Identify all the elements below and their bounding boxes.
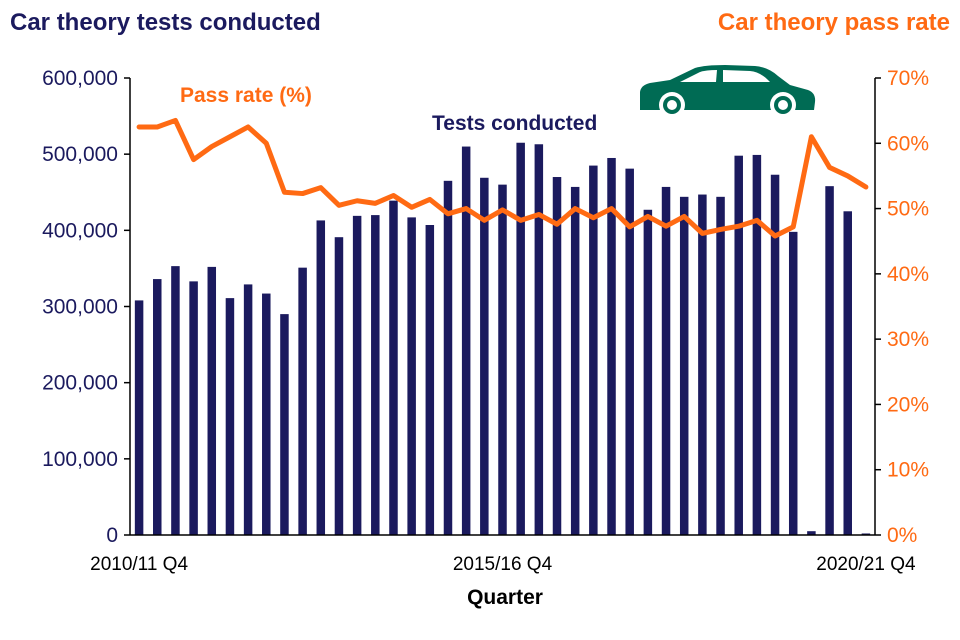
bar-0: [134, 300, 144, 535]
x-tick-label: 2010/11 Q4: [90, 554, 188, 575]
left-tick-label: 0: [106, 524, 118, 547]
bar-34: [752, 154, 762, 535]
bar-19: [480, 177, 489, 535]
bar-13: [371, 215, 380, 535]
bar-1: [153, 279, 162, 535]
bar-35: [770, 174, 780, 536]
bar-14: [389, 200, 398, 535]
left-axis-ticks: 0 100,000 200,000 300,000 400,000 500,000 600,…: [42, 67, 130, 547]
bar-6: [243, 284, 253, 535]
right-axis-ticks: 0% 10% 20% 30% 40% 50% 60% 70%: [875, 67, 929, 547]
bar-29: [661, 186, 671, 536]
bar-9: [298, 267, 307, 535]
bar-12: [352, 215, 362, 536]
left-tick-label: 100,000: [42, 448, 118, 471]
bar-32: [716, 196, 725, 535]
x-axis-label: Quarter: [467, 586, 543, 609]
bar-39: [843, 211, 852, 536]
bar-28: [643, 209, 653, 535]
right-title: Car theory pass rate: [718, 9, 950, 36]
bar-30: [679, 196, 689, 535]
bar-16: [425, 225, 435, 535]
bar-5: [225, 298, 235, 535]
bar-26: [607, 157, 616, 536]
bar-17: [443, 180, 453, 535]
left-tick-label: 200,000: [42, 372, 118, 395]
bar-27: [625, 168, 634, 535]
right-tick-label: 70%: [887, 67, 929, 90]
left-tick-label: 600,000: [42, 67, 118, 90]
bar-36: [788, 231, 798, 536]
bar-24: [570, 186, 580, 536]
bar-18: [461, 146, 471, 536]
bar-40: [861, 533, 871, 535]
x-tick-label: 2015/16 Q4: [453, 554, 553, 575]
left-tick-label: 500,000: [42, 143, 118, 166]
tests-conducted-annotation: Tests conducted: [432, 112, 597, 135]
right-tick-label: 30%: [887, 328, 929, 351]
bar-21: [516, 142, 525, 536]
bar-11: [334, 237, 344, 535]
bars-series: [134, 142, 871, 536]
x-axis-ticks: 2010/11 Q4 2015/16 Q4 2020/21 Q4: [90, 554, 916, 575]
bar-3: [189, 281, 198, 535]
bar-7: [262, 293, 271, 535]
right-tick-label: 10%: [887, 459, 929, 482]
bar-25: [589, 165, 598, 535]
left-tick-label: 300,000: [42, 296, 118, 319]
bar-37: [807, 531, 816, 535]
x-tick-label: 2020/21 Q4: [816, 554, 916, 575]
car-icon: [640, 65, 816, 118]
left-tick-label: 400,000: [42, 219, 118, 242]
right-tick-label: 50%: [887, 198, 929, 221]
bar-38: [825, 186, 834, 535]
bar-31: [698, 194, 707, 536]
bar-10: [316, 220, 326, 535]
pass-rate-annotation: Pass rate (%): [180, 84, 312, 107]
bar-33: [734, 155, 743, 535]
bar-2: [171, 266, 180, 535]
bar-23: [552, 177, 562, 535]
right-tick-label: 20%: [887, 393, 929, 416]
bar-20: [498, 184, 507, 535]
right-tick-label: 0%: [887, 524, 917, 547]
right-tick-label: 60%: [887, 132, 929, 155]
right-tick-label: 40%: [887, 263, 929, 286]
left-title: Car theory tests conducted: [10, 9, 321, 36]
bar-22: [534, 144, 544, 535]
pass-rate-line: [136, 117, 869, 239]
bar-8: [280, 314, 289, 535]
bar-15: [407, 217, 416, 535]
bar-4: [207, 266, 217, 535]
